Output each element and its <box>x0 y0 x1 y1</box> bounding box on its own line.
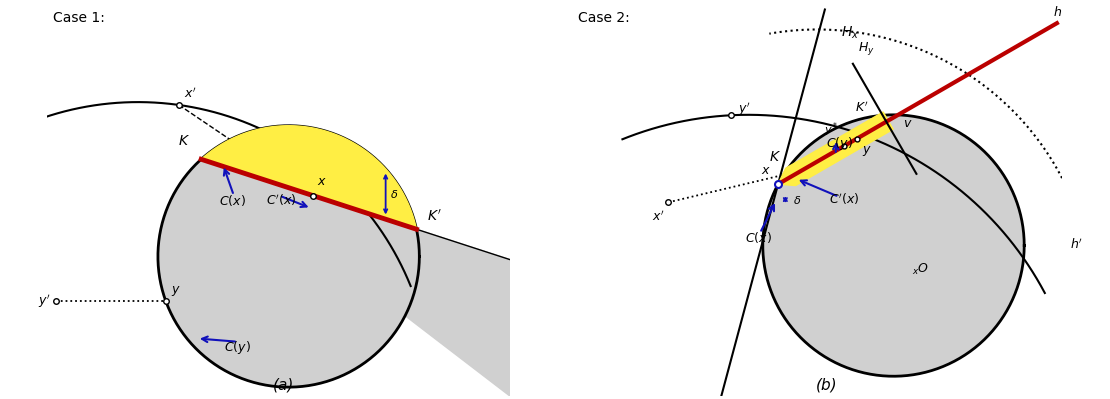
Text: $C(y)$: $C(y)$ <box>826 136 852 152</box>
Text: (b): (b) <box>816 377 837 393</box>
Text: $\delta$: $\delta$ <box>391 188 398 200</box>
Text: $y$: $y$ <box>171 284 181 298</box>
Text: (a): (a) <box>272 377 294 393</box>
Text: $_xO$: $_xO$ <box>911 262 929 277</box>
Text: Case 2:: Case 2: <box>577 11 629 25</box>
Text: $K'$: $K'$ <box>427 209 442 224</box>
Polygon shape <box>158 159 511 396</box>
Text: $K$: $K$ <box>769 150 781 164</box>
Text: Case 1:: Case 1: <box>52 11 104 25</box>
Text: $x$: $x$ <box>761 164 770 177</box>
Polygon shape <box>201 126 416 229</box>
Text: $y$: $y$ <box>862 144 872 158</box>
Text: $C(y)$: $C(y)$ <box>224 339 251 356</box>
Text: $C'(x)$: $C'(x)$ <box>829 192 859 207</box>
Text: $C'(x)$: $C'(x)$ <box>265 192 296 207</box>
Text: $C(x)$: $C(x)$ <box>219 193 245 207</box>
Text: $K$: $K$ <box>179 134 190 148</box>
Text: $C(x)$: $C(x)$ <box>745 230 771 245</box>
Text: $y'$: $y'$ <box>38 292 51 310</box>
Text: $h$: $h$ <box>1053 5 1062 19</box>
Text: $H_x$: $H_x$ <box>841 25 859 41</box>
Text: $y^*$: $y^*$ <box>824 120 839 139</box>
Polygon shape <box>778 112 894 186</box>
Text: $v$: $v$ <box>904 117 912 130</box>
Text: $y'$: $y'$ <box>738 101 750 119</box>
Text: $H_y$: $H_y$ <box>858 40 875 57</box>
Text: $x'$: $x'$ <box>653 209 665 224</box>
Text: $x$: $x$ <box>316 176 326 188</box>
Text: $x'$: $x'$ <box>184 87 196 101</box>
Text: $K'$: $K'$ <box>855 101 868 115</box>
Polygon shape <box>763 115 1025 376</box>
Text: $h'$: $h'$ <box>1070 237 1083 252</box>
Text: $\delta$: $\delta$ <box>793 194 801 205</box>
